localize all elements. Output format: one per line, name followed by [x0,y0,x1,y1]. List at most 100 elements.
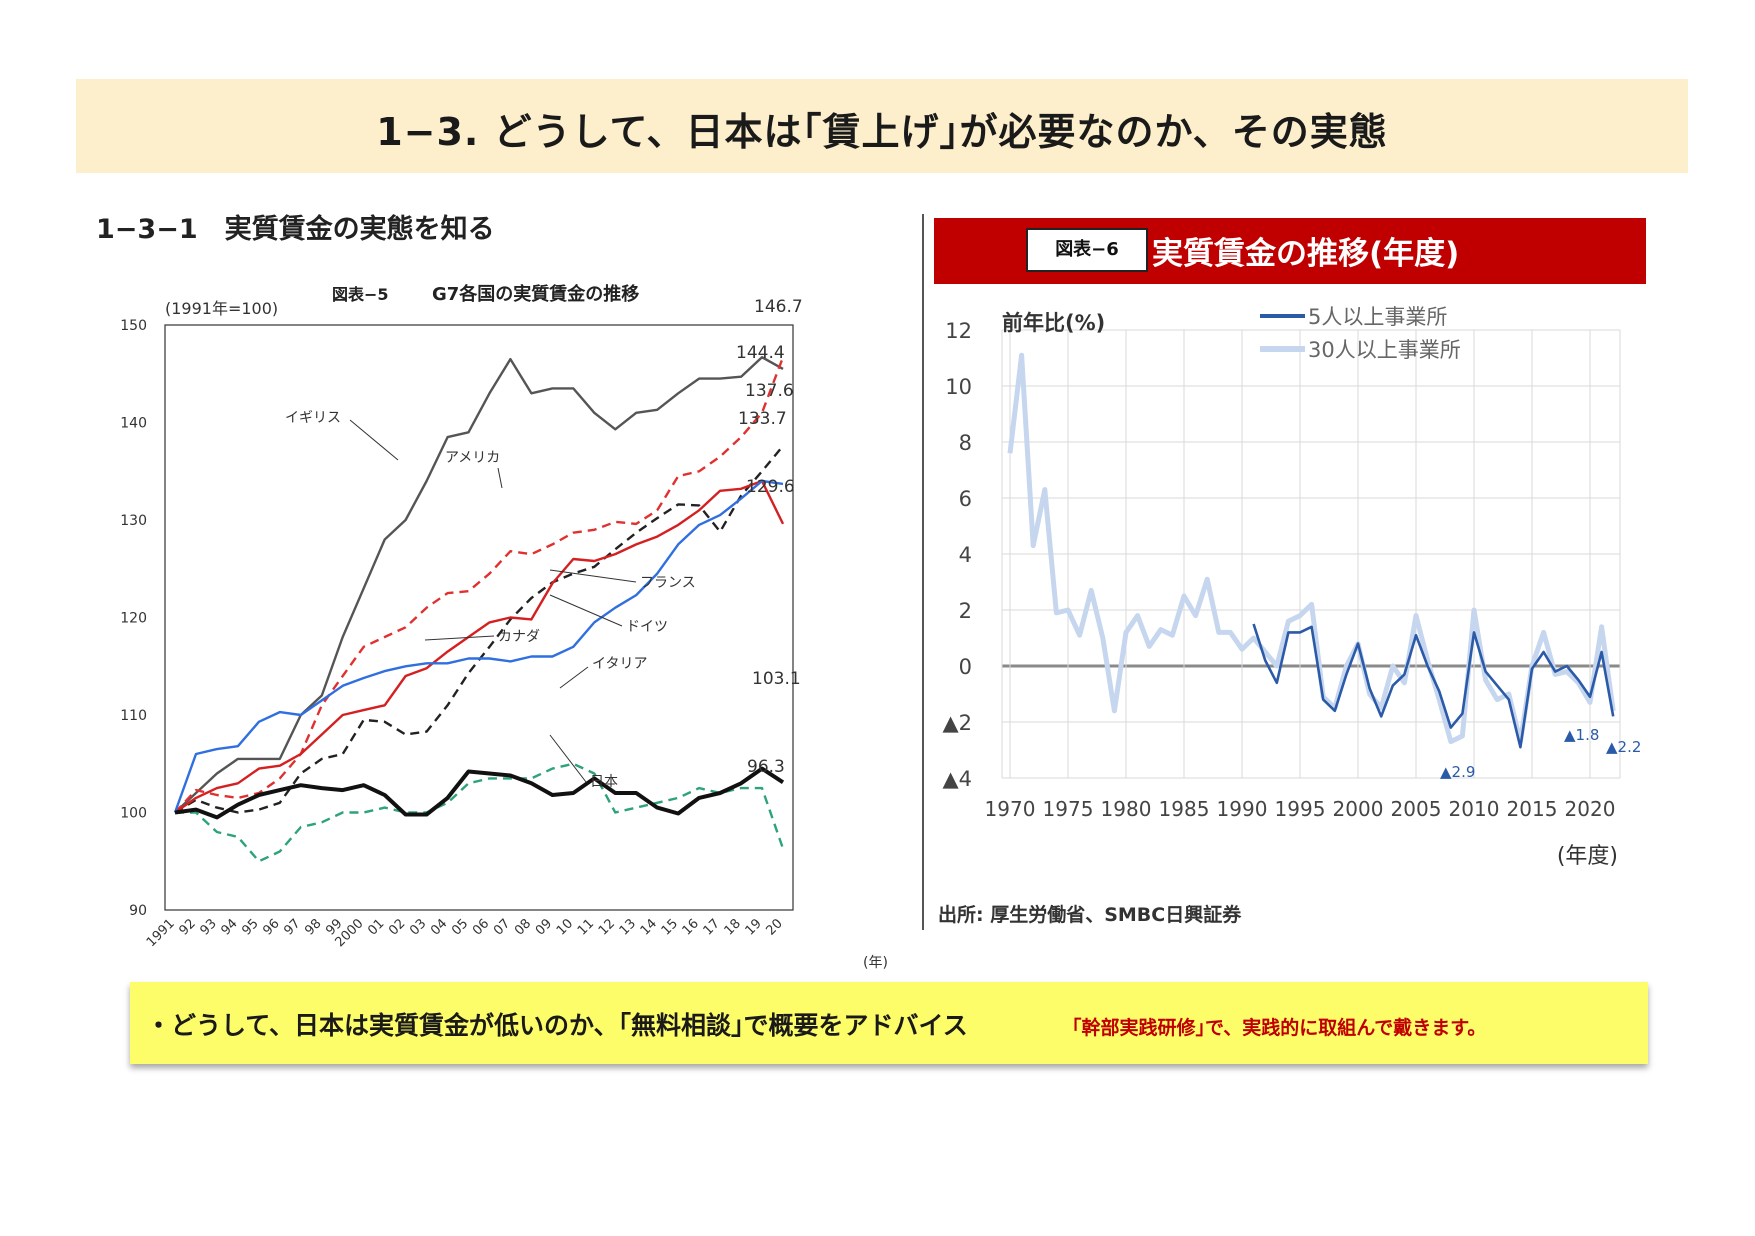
advice-note-text: ｢幹部実践研修｣で、実践的に取組んで戴きます。 [1072,1017,1487,1039]
chart2-x-tick-label: 2000 [1333,797,1384,821]
chart1-x-tick-label: 95 [239,916,261,938]
chart2-x-tick-label: 1980 [1101,797,1152,821]
chart1-end-value-label: 103.1 [752,669,801,689]
chart1-x-tick-label: 05 [449,916,471,938]
chart2-series-line [1252,623,1615,749]
chart1-leader-line [424,635,495,641]
chart1-series-name: イタリア [592,656,647,672]
chart1-end-value-label: 129.6 [746,477,795,497]
chart2-series-line [1007,352,1616,745]
chart1-x-tick-label: 15 [659,916,681,938]
chart2-y-axis-label: 前年比(%) [1002,311,1105,335]
chart1-end-value-label: 133.7 [738,409,787,429]
chart1-end-value-label: 96.3 [747,757,785,777]
chart2-legend-label: 5人以上事業所 [1308,305,1447,329]
chart1-leader-line [549,594,623,627]
chart1-x-tick-label: 13 [617,916,639,938]
chart1-title: G7各国の実質賃金の推移 [432,283,639,305]
chart1-plot-frame [164,324,794,911]
chart2-y-tick-label: 2 [959,599,972,623]
chart2-x-tick-label: 2020 [1565,797,1616,821]
chart1-x-tick-label: 09 [533,916,555,938]
chart1-y-tick-label: 140 [120,416,147,432]
chart1-y-tick-label: 110 [120,708,147,724]
chart2-y-tick-label: 10 [945,375,972,399]
chart1-x-tick-label: 11 [575,916,597,938]
chart1-leader-line [549,569,637,583]
chart1-leader-line [549,734,587,783]
chart1-y-tick-label: 90 [129,903,147,919]
chart-divider [922,214,924,930]
chart2-x-tick-label: 1990 [1217,797,1268,821]
chart1-x-tick-label: 92 [176,916,198,938]
chart1-figure-label: 図表−5 [332,285,389,304]
chart1-x-tick-label: 10 [554,916,576,938]
section-title: 1−3−1 実質賃金の実態を知る [96,214,495,245]
chart1-x-tick-label: 07 [491,916,513,938]
chart1-series-name: フランス [640,575,696,591]
chart2-x-tick-label: 2015 [1507,797,1558,821]
chart1-x-tick-label: 04 [428,916,450,938]
real-wage-yoy-chart: 12 10 8 6 4 2 0 ▲2 ▲4 1970 1975 1980 1985 1990 1995 200… [942,305,1641,869]
chart1-y-tick-label: 130 [120,513,147,529]
chart1-series-line [174,479,785,814]
chart1-y-tick-label: 100 [120,806,147,822]
chart2-y-tick-label: 4 [959,543,972,567]
chart2-x-tick-label: 1985 [1159,797,1210,821]
chart1-series-line [174,356,785,814]
chart1-x-tick-label: 12 [596,916,618,938]
chart1-x-unit: (年) [863,955,888,971]
chart1-x-tick-label: 06 [470,916,492,938]
chart1-x-tick-label: 16 [680,916,702,938]
chart1-leader-line [559,666,589,689]
chart1-x-tick-label: 17 [701,916,723,938]
chart1-y-tick-label: 150 [120,318,147,334]
chart2-title: 実質賃金の推移(年度) [1152,236,1460,272]
chart2-y-tick-label: 8 [959,431,972,455]
chart2-legend-label: 30人以上事業所 [1308,338,1461,362]
chart2-x-tick-label: 2010 [1449,797,1500,821]
chart2-x-tick-label: 2005 [1391,797,1442,821]
chart1-series-line [173,479,784,813]
chart1-x-tick-label: 97 [281,916,303,938]
chart1-series-name: ドイツ [626,619,668,635]
chart2-x-axis-label: (年度) [1557,844,1618,869]
chart1-x-tick-label: 14 [638,916,660,938]
chart1-x-tick-label: 19 [743,916,765,938]
chart1-end-value-label: 146.7 [754,297,803,317]
chart1-x-tick-label: 18 [722,916,744,938]
chart1-x-tick-label: 01 [365,916,387,938]
chart1-x-tick-label: 20 [764,916,786,938]
chart2-annotation: ▲1.8 [1564,726,1599,744]
chart1-series-line [174,445,784,814]
chart1-series-name: カナダ [498,629,540,645]
advice-main-text: ・どうして、日本は実質賃金が低いのか、｢無料相談｣で概要をアドバイス [146,1011,968,1040]
chart2-y-tick-label: ▲4 [942,767,972,791]
chart1-x-tick-label: 03 [407,916,429,938]
chart2-figure-label: 図表−6 [1026,228,1148,272]
chart1-leader-line [497,467,503,489]
chart2-y-tick-label: 12 [945,319,972,343]
chart1-series-name: イギリス [285,410,341,426]
chart1-x-tick-label: 08 [512,916,534,938]
chart1-series-name: 日本 [590,774,618,790]
chart1-base-note: (1991年=100) [165,299,278,318]
chart1-x-tick-label: 98 [302,916,324,938]
chart1-leader-line [349,419,399,461]
chart2-x-tick-label: 1995 [1275,797,1326,821]
chart1-y-tick-label: 120 [120,611,147,627]
advice-box: ・どうして、日本は実質賃金が低いのか、｢無料相談｣で概要をアドバイス ｢幹部実践… [130,982,1648,1064]
chart2-y-tick-label: ▲2 [942,711,972,735]
chart2-y-tick-label: 6 [959,487,972,511]
chart1-series-line [174,355,784,814]
chart1-end-value-label: 144.4 [736,343,785,363]
chart1-x-tick-label: 02 [386,916,408,938]
chart2-header: 図表−6 実質賃金の推移(年度) [934,218,1646,284]
chart2-source: 出所: 厚生労働省、SMBC日興証券 [938,904,1242,926]
chart1-x-tick-label: 1991 [144,916,178,950]
g7-real-wage-chart: (1991年=100) 図表−5 G7各国の実質賃金の推移 (年) 901001… [120,283,888,971]
chart2-x-tick-label: 1970 [985,797,1036,821]
chart1-end-value-label: 137.6 [745,381,794,401]
title-banner: 1−3. どうして、日本は｢賃上げ｣が必要なのか、その実態 [76,79,1688,173]
chart1-x-tick-label: 96 [260,916,282,938]
